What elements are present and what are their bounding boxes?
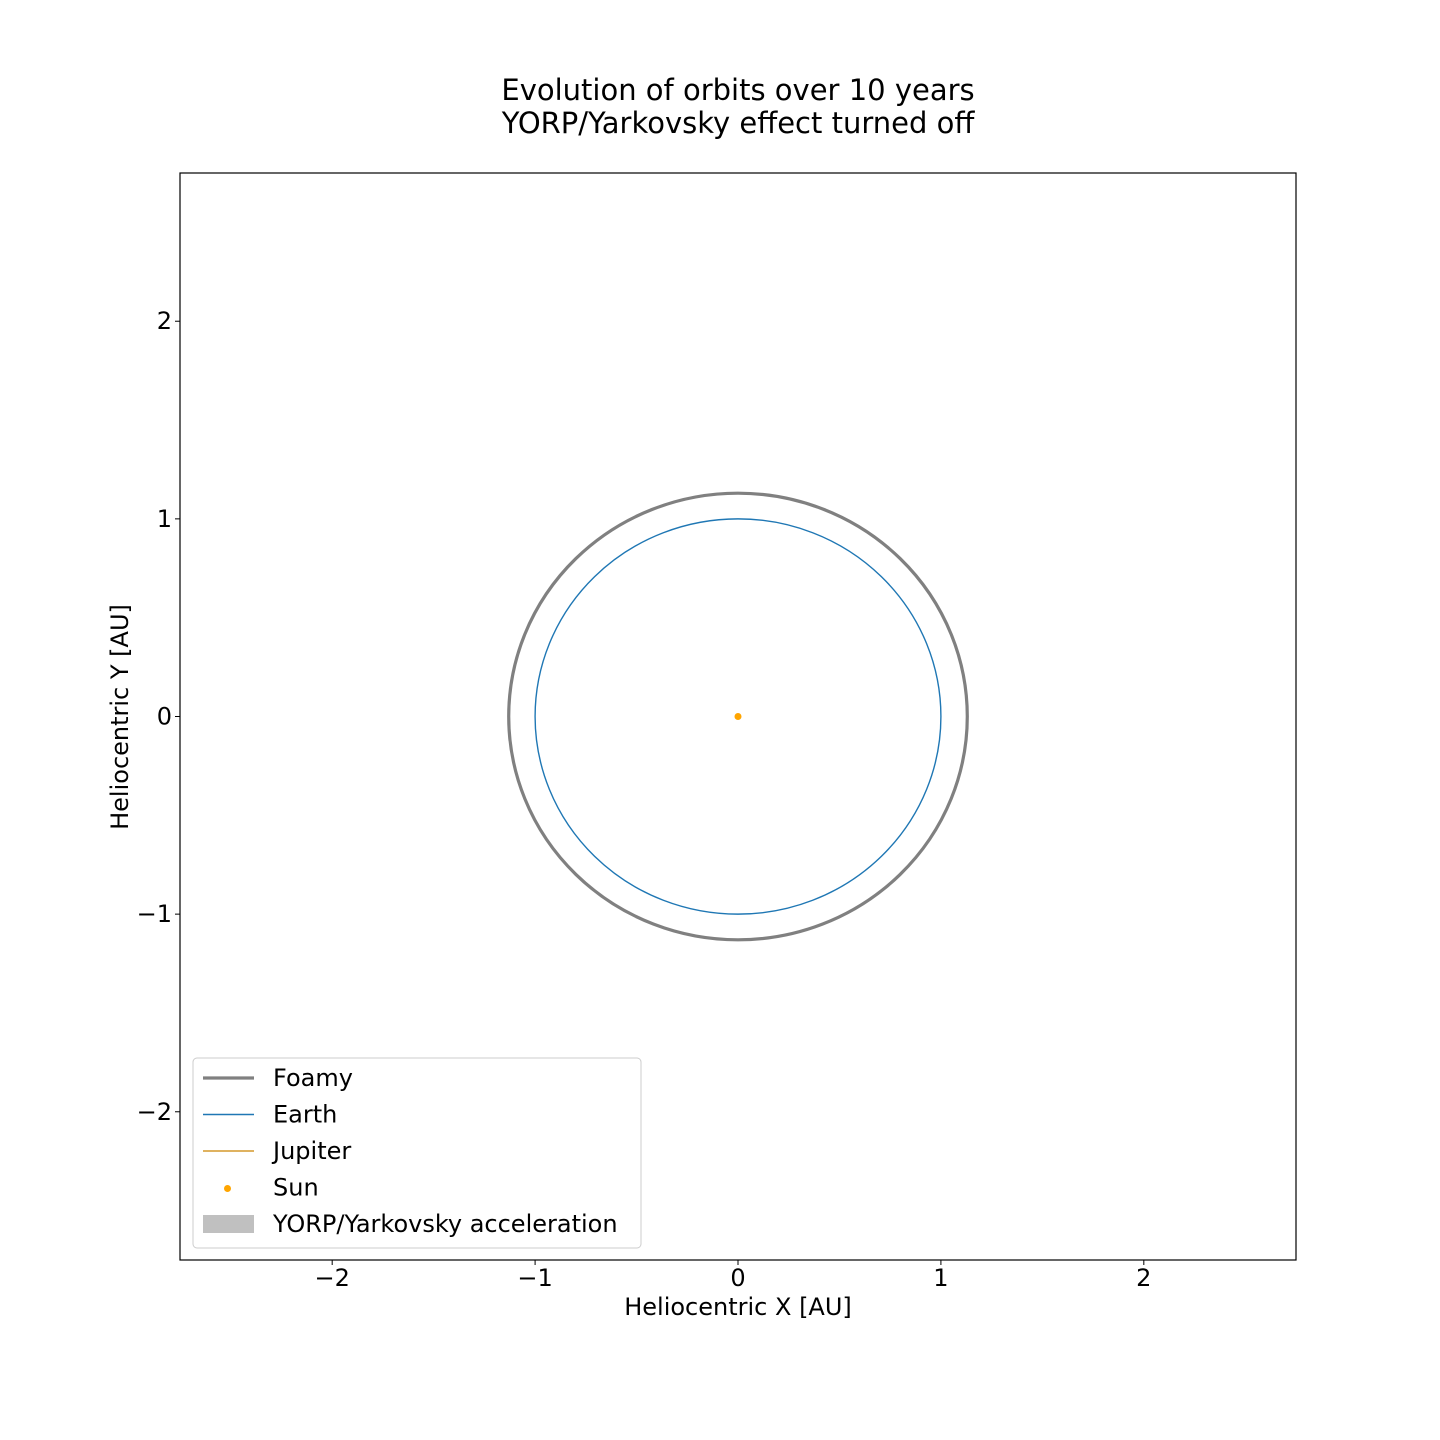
chart-title-line-1: Evolution of orbits over 10 years (501, 73, 974, 107)
legend: Foamy Earth Jupiter Sun YORP/Yarkovsky accel… (192, 1057, 642, 1249)
legend-handle-yorp-yarkovsky-acceleration (203, 1215, 254, 1233)
legend-label-yorp-yarkovsky-acceleration: YORP/Yarkovsky acceleration (272, 1210, 618, 1238)
y-axis-label: Heliocentric Y [AU] (106, 604, 134, 830)
x-tick-label: −2 (314, 1264, 349, 1292)
x-tick-label: 2 (1136, 1264, 1151, 1292)
x-tick-label: −1 (517, 1264, 552, 1292)
chart-title-line-2: YORP/Yarkovsky effect turned off (501, 106, 976, 140)
point-sun (734, 713, 742, 720)
x-tick-label: 0 (730, 1264, 745, 1292)
legend-label-foamy: Foamy (273, 1064, 353, 1092)
legend-handle-sun (224, 1185, 231, 1192)
y-tick-label: 2 (157, 307, 172, 335)
x-tick-label: 1 (933, 1264, 948, 1292)
y-tick-label: 0 (157, 703, 172, 731)
y-tick-label: −2 (137, 1098, 172, 1126)
legend-label-jupiter: Jupiter (271, 1137, 351, 1165)
legend-entries: Foamy Earth Jupiter Sun YORP/Yarkovsky accel… (203, 1064, 618, 1238)
plot-content (507, 491, 969, 942)
x-axis-label: Heliocentric X [AU] (624, 1293, 852, 1321)
orbit-earth (534, 518, 942, 915)
legend-box (192, 1057, 642, 1249)
x-axis-ticks: −2 −1 0 1 2 (314, 1260, 1151, 1292)
legend-label-earth: Earth (273, 1101, 337, 1129)
orbit-foamy (507, 491, 969, 942)
y-tick-label: 1 (157, 505, 172, 533)
legend-label-sun: Sun (273, 1174, 319, 1202)
y-axis-ticks: −2 −1 0 1 2 (137, 307, 180, 1126)
y-tick-label: −1 (137, 900, 172, 928)
